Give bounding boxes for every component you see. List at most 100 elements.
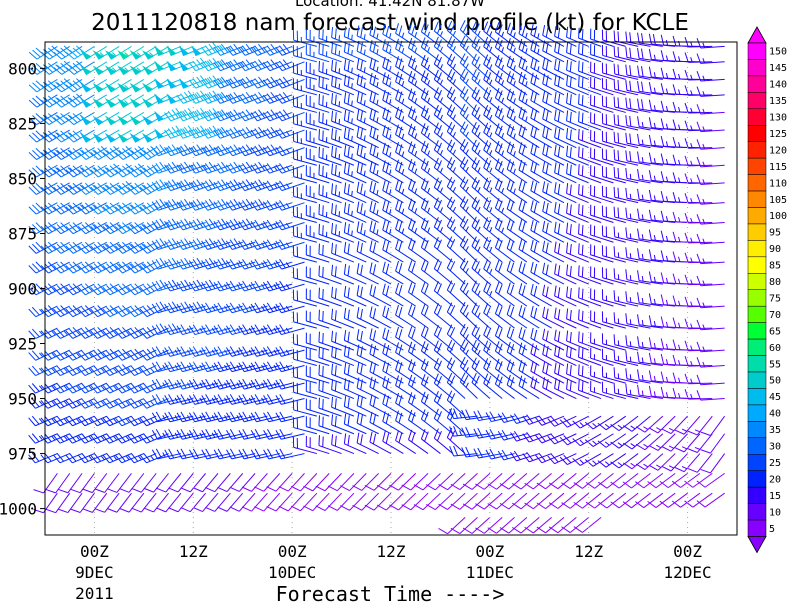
- wind-barb: [494, 123, 515, 149]
- wind-barb: [201, 429, 231, 440]
- wind-barb: [420, 140, 441, 166]
- wind-barb: [625, 31, 651, 47]
- wind-barb: [590, 184, 614, 204]
- wind-barb: [369, 411, 392, 435]
- wind-barb: [331, 396, 355, 417]
- wind-barb: [127, 398, 157, 409]
- colorbar-box: [747, 190, 767, 208]
- wind-barb: [446, 324, 466, 351]
- wind-barb: [331, 203, 355, 223]
- wind-barb: [590, 28, 614, 47]
- wind-barb: [659, 472, 688, 489]
- wind-barb: [53, 60, 83, 75]
- wind-barb: [506, 159, 528, 184]
- wind-barb: [483, 54, 503, 80]
- colorbar-top-arrow: [747, 26, 767, 44]
- wind-barb: [506, 55, 528, 80]
- wind-barb: [601, 267, 626, 285]
- wind-barb: [201, 75, 231, 89]
- wind-barb: [114, 305, 145, 318]
- colorbar-box: [747, 59, 767, 77]
- wind-barb: [687, 415, 713, 436]
- wind-barb: [115, 180, 145, 195]
- wind-barb: [131, 492, 157, 513]
- wind-barb: [188, 198, 219, 211]
- wind-barb: [700, 433, 726, 454]
- wind-barb: [176, 324, 206, 336]
- wind-barb: [127, 202, 157, 215]
- wind-barb: [659, 492, 688, 508]
- wind-barb: [542, 328, 565, 351]
- wind-barb: [65, 283, 95, 296]
- wind-barb: [613, 167, 639, 184]
- wind-barb: [382, 39, 404, 63]
- wind-barb: [290, 473, 318, 492]
- y-tick-label: 1000: [0, 500, 37, 519]
- wind-barb: [90, 348, 120, 361]
- wind-barb: [114, 364, 145, 377]
- wind-barb: [518, 375, 540, 399]
- wind-barb: [494, 358, 515, 384]
- colorbar-label: 25: [769, 458, 781, 469]
- wind-barb: [578, 346, 602, 367]
- wind-barb: [364, 473, 392, 491]
- wind-barb: [395, 375, 416, 399]
- wind-barb: [238, 144, 268, 157]
- wind-barb: [225, 161, 256, 174]
- wind-barb: [637, 292, 663, 307]
- colorbar-label: 85: [769, 261, 781, 272]
- wind-barb: [382, 72, 404, 96]
- wind-barb: [446, 176, 466, 204]
- wind-barb: [446, 372, 466, 399]
- wind-barb: [518, 239, 540, 263]
- wind-barb: [364, 492, 392, 511]
- wind-barb: [290, 492, 318, 512]
- wind-barb: [369, 200, 392, 223]
- wind-barb: [542, 58, 565, 80]
- wind-barb: [578, 93, 602, 113]
- wind-barb: [250, 161, 280, 174]
- wind-barb: [331, 346, 355, 366]
- wind-barb: [610, 433, 639, 449]
- wind-barb: [542, 306, 565, 329]
- wind-barb: [601, 62, 626, 80]
- wind-barbs: [28, 20, 726, 535]
- wind-barb: [613, 268, 639, 285]
- wind-barb: [696, 297, 725, 309]
- chart-title: 2011120818 nam forecast wind profile (kt…: [91, 10, 689, 36]
- wind-barb: [262, 76, 293, 89]
- wind-barb: [28, 202, 58, 215]
- location-text: Location: 41.42N 81.87W: [295, 0, 485, 10]
- wind-barb: [542, 201, 565, 223]
- wind-barb: [164, 144, 194, 157]
- wind-barb: [494, 88, 515, 113]
- wind-barb: [530, 125, 552, 149]
- wind-barb: [395, 71, 416, 96]
- colorbar-label: 10: [769, 507, 781, 518]
- wind-barb: [28, 164, 58, 178]
- wind-barb: [561, 517, 590, 534]
- wind-barb: [512, 492, 540, 510]
- wind-barb: [275, 394, 305, 405]
- wind-barb: [506, 22, 528, 47]
- wind-barb: [217, 473, 244, 493]
- wind-barb: [648, 209, 676, 223]
- wind-barb: [542, 181, 565, 204]
- wind-barb: [164, 108, 194, 122]
- wind-barb: [53, 283, 83, 296]
- wind-barb: [648, 315, 676, 329]
- wind-barb: [356, 412, 379, 435]
- wind-barb: [590, 380, 614, 400]
- wind-barb: [176, 411, 206, 423]
- colorbar-label: 40: [769, 409, 781, 420]
- wind-barb: [164, 161, 194, 174]
- wind-barb: [369, 125, 392, 149]
- wind-barb: [623, 433, 651, 450]
- wind-barb: [506, 238, 528, 263]
- wind-barb: [77, 202, 108, 215]
- wind-barb: [168, 473, 194, 493]
- wind-barb: [292, 311, 317, 329]
- wind-barb: [275, 145, 305, 157]
- wind-barb: [318, 164, 342, 184]
- wind-barb: [250, 378, 280, 390]
